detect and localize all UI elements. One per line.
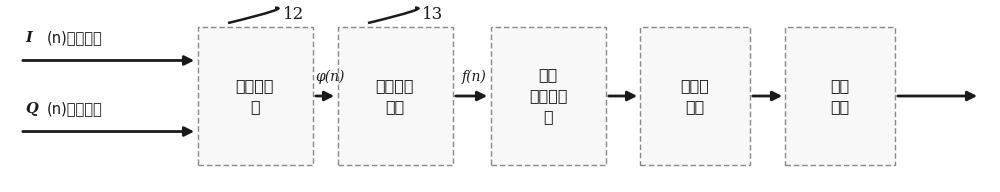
Text: 12: 12: [283, 6, 304, 23]
Bar: [338, 27, 452, 165]
Text: (n)数字信号: (n)数字信号: [47, 30, 103, 45]
Text: (n)数字信号: (n)数字信号: [47, 101, 103, 116]
Bar: [640, 27, 750, 165]
Text: 13: 13: [422, 6, 443, 23]
Bar: [198, 27, 312, 165]
Text: I: I: [25, 31, 32, 45]
Text: 数字微分
鉴频: 数字微分 鉴频: [376, 78, 414, 114]
Bar: [491, 27, 606, 165]
Text: 解调
输出: 解调 输出: [830, 78, 850, 114]
Text: 反正切鉴
相: 反正切鉴 相: [236, 78, 274, 114]
Text: 物理量
定标: 物理量 定标: [681, 78, 709, 114]
Text: f(n): f(n): [462, 70, 486, 84]
Text: Q: Q: [25, 102, 38, 116]
Text: 数字
滤波与抽
取: 数字 滤波与抽 取: [529, 68, 567, 124]
Text: φ(n): φ(n): [315, 70, 344, 84]
Bar: [785, 27, 895, 165]
